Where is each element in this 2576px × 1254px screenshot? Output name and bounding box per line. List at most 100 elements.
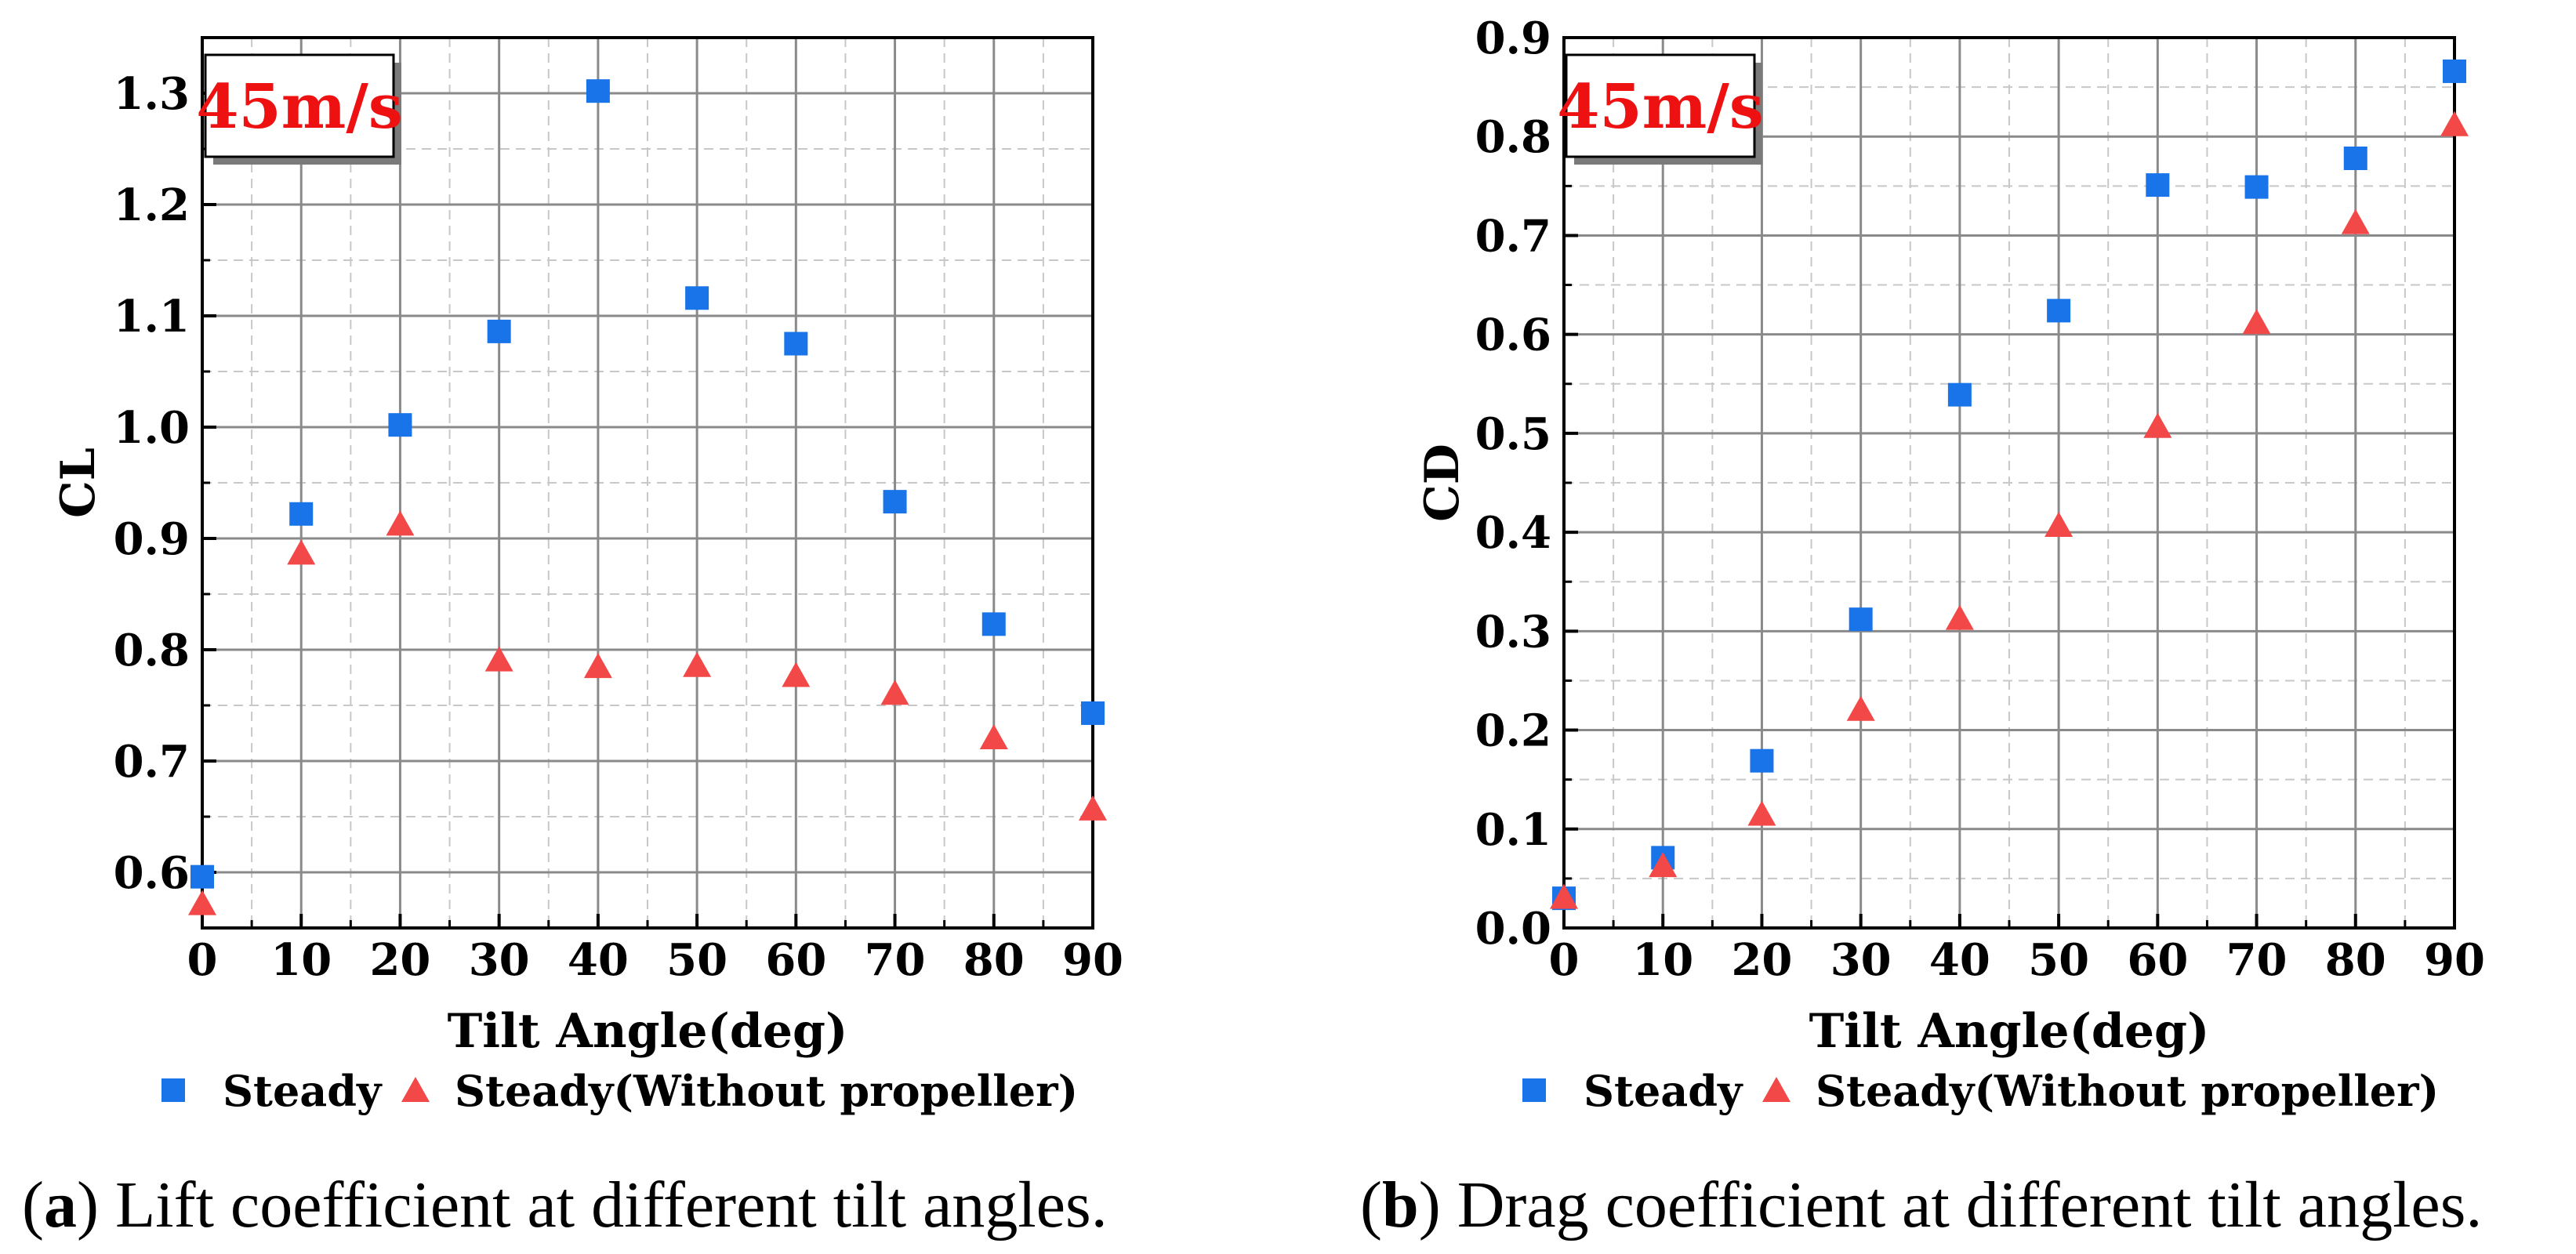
data-point-steady (1081, 701, 1105, 725)
data-point-without-propeller (683, 651, 712, 677)
drag-coefficient-chart: 0 10 20 30 40 50 60 70 80 90 0.00.10.20.30.40.50.… (1360, 13, 2485, 1241)
y-tick-label: 1.2 (114, 179, 190, 231)
x-tick-label: 50 (2028, 934, 2089, 986)
data-point-steady (1947, 382, 1972, 407)
caption-b-text: Drag coefficient at different tilt angle… (1457, 1169, 2483, 1241)
minor-gridlines (1564, 38, 2454, 928)
y-tick-label: 0.5 (1475, 408, 1551, 460)
x-tick-label: 90 (2424, 934, 2485, 986)
x-tick-label: 70 (865, 934, 926, 986)
y-axis-title: CD (1415, 444, 1470, 522)
data-point-without-propeller (188, 890, 216, 915)
y-tick-label: 0.2 (1475, 705, 1551, 757)
data-point-steady (784, 332, 808, 356)
data-point-without-propeller (2341, 208, 2370, 234)
x-tick-label: 40 (1929, 934, 1990, 986)
data-point-steady (1750, 748, 1774, 773)
x-tick-label: 60 (765, 934, 826, 986)
x-tick-label: 30 (469, 934, 530, 986)
data-point-without-propeller (1079, 795, 1107, 821)
data-point-steady (2146, 173, 2170, 198)
caption-a-text: Lift coefficient at different tilt angle… (115, 1169, 1108, 1241)
x-tick-label: 70 (2226, 934, 2288, 986)
legend-label-steady: Steady (1584, 1066, 1743, 1116)
data-point-steady (981, 612, 1006, 636)
y-tick-labels: 0.0 0.1 0.2 0.3 0.4 0.5 0.6 0.7 0.8 0.9 (1475, 13, 1551, 955)
data-points (1550, 59, 2469, 911)
caption-a-label: a (44, 1169, 77, 1241)
data-point-without-propeller (880, 680, 909, 705)
y-tick-label: 0.7 (1475, 210, 1551, 262)
lift-coefficient-chart: 0 10 20 30 40 50 60 70 80 90 0.6 0.7 0.8 0.9 1.0 1.1 1.… (22, 36, 1123, 1241)
data-point-steady (2244, 175, 2269, 199)
data-point-steady (388, 413, 412, 437)
y-tick-labels: 0.6 0.7 0.8 0.9 1.0 1.1 1.2 1.3 (114, 68, 190, 899)
data-point-steady (487, 319, 511, 343)
major-gridlines (201, 38, 1094, 928)
speed-badge-label: 45m/s (1557, 71, 1763, 143)
data-point-without-propeller (484, 646, 513, 672)
data-point-steady (883, 490, 907, 514)
y-tick-label: 0.9 (114, 513, 190, 565)
data-point-steady (586, 79, 610, 103)
badge-box (204, 53, 395, 158)
y-tick-label: 1.1 (114, 291, 190, 342)
legend: Steady Steady(Without propeller) (1522, 1066, 2439, 1116)
y-tick-label: 1.0 (114, 402, 190, 454)
legend-label-without-propeller: Steady(Without propeller) (455, 1066, 1078, 1116)
y-tick-label: 0.9 (1475, 13, 1551, 64)
x-axis-title: Tilt Angle(deg) (1809, 1004, 2210, 1059)
x-tick-label: 80 (963, 934, 1025, 986)
data-point-without-propeller (2044, 511, 2073, 537)
y-tick-label: 0.4 (1475, 507, 1551, 559)
data-point-without-propeller (1846, 695, 1875, 721)
data-point-without-propeller (386, 510, 415, 536)
legend-square-marker (1522, 1078, 1546, 1102)
x-tick-label: 30 (1830, 934, 1892, 986)
y-tick-label: 0.7 (114, 736, 190, 788)
data-point-steady (289, 502, 314, 526)
tick-marks (201, 36, 1094, 928)
data-points (188, 79, 1107, 915)
legend-label-steady: Steady (223, 1066, 383, 1116)
data-point-steady (1849, 607, 1873, 632)
y-axis-title: CL (51, 448, 106, 518)
legend-triangle-marker (401, 1077, 430, 1102)
speed-badge: 45m/s (196, 53, 403, 165)
data-point-without-propeller (782, 661, 811, 687)
x-tick-label: 60 (2127, 934, 2188, 986)
data-point-steady (685, 286, 709, 310)
data-point-without-propeller (1945, 604, 1974, 630)
x-axis-title: Tilt Angle(deg) (448, 1004, 848, 1059)
data-point-steady (190, 864, 214, 889)
legend-label-without-propeller: Steady(Without propeller) (1816, 1066, 2439, 1116)
minor-gridlines (202, 37, 1093, 928)
x-tick-label: 20 (1731, 934, 1792, 986)
y-tick-label: 0.8 (114, 625, 190, 676)
data-point-without-propeller (1747, 800, 1776, 826)
data-point-without-propeller (1649, 852, 1678, 878)
x-tick-label: 10 (1632, 934, 1693, 986)
x-tick-label: 0 (187, 934, 218, 986)
x-tick-label: 90 (1062, 934, 1123, 986)
y-tick-label: 0.6 (114, 847, 190, 899)
badge-box (1565, 53, 1756, 158)
data-point-steady (2047, 299, 2071, 323)
x-tick-label: 50 (666, 934, 727, 986)
x-tick-label: 80 (2325, 934, 2386, 986)
caption-a: (a) Lift coefficient at different tilt a… (22, 1169, 1108, 1241)
x-tick-label: 10 (270, 934, 332, 986)
data-point-without-propeller (1550, 883, 1578, 909)
y-tick-label: 0.1 (1475, 804, 1551, 856)
data-point-without-propeller (583, 653, 612, 679)
x-tick-label: 20 (369, 934, 430, 986)
data-point-without-propeller (2242, 309, 2271, 335)
tick-marks (1562, 36, 2456, 930)
data-point-without-propeller (2440, 111, 2469, 136)
x-tick-labels: 0 10 20 30 40 50 60 70 80 90 (187, 934, 1123, 986)
x-tick-labels: 0 10 20 30 40 50 60 70 80 90 (1549, 934, 2485, 986)
legend: Steady Steady(Without propeller) (161, 1066, 1078, 1116)
caption-b-label: b (1382, 1169, 1419, 1241)
legend-triangle-marker (1762, 1077, 1791, 1102)
data-point-without-propeller (287, 539, 316, 565)
